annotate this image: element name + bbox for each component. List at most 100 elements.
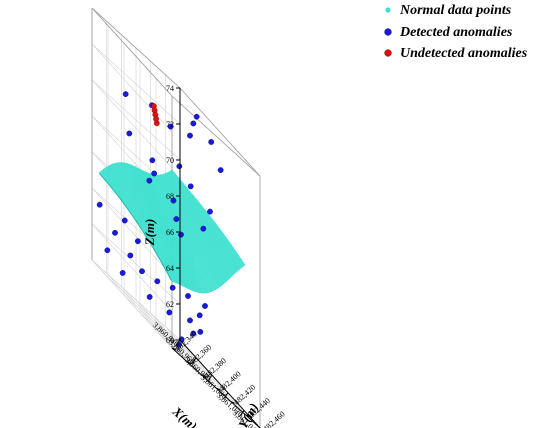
z-axis-title: Z(m) — [142, 219, 157, 247]
surface-edge — [99, 173, 172, 281]
detected-anomaly-point — [173, 216, 180, 222]
surface-strip — [162, 249, 237, 278]
x-axis-title: X(m) — [169, 403, 200, 428]
surface-strip — [163, 251, 238, 280]
y-tick-label: 482,460 — [261, 409, 286, 428]
legend-item-detected: Detected anomalies — [384, 25, 513, 40]
surface-strip — [99, 163, 175, 179]
surface-strip — [131, 208, 206, 226]
detected-anomaly-point — [217, 167, 224, 174]
surface-strip — [127, 204, 203, 221]
surface-strip — [139, 218, 214, 239]
y-tick — [186, 360, 191, 364]
surface-strip — [140, 219, 215, 241]
detected-anomaly-point — [119, 270, 126, 276]
detected-anomaly-point — [146, 177, 153, 184]
surface-strip — [148, 230, 223, 254]
x-tick — [176, 339, 181, 345]
undetected-anomaly-point — [153, 120, 160, 127]
z-tick-label: 62 — [166, 300, 174, 309]
grid-line — [91, 223, 173, 313]
z-tick-label: 72 — [166, 120, 174, 129]
surface-strip — [106, 173, 182, 189]
z-tick-label: 70 — [166, 156, 174, 165]
y-tick — [201, 374, 206, 378]
surface-strip — [119, 193, 195, 208]
surface-strip — [113, 184, 189, 199]
z-tick-label: 68 — [166, 192, 174, 201]
y-tick — [230, 400, 235, 404]
frame-edge — [179, 87, 261, 177]
surface-strip — [109, 177, 184, 193]
surface-strip — [107, 175, 183, 191]
detected-anomaly-point — [187, 317, 193, 324]
detected-anomaly-point — [151, 170, 158, 177]
detected-anomaly-point — [190, 120, 197, 127]
detected-anomaly-point — [190, 330, 197, 337]
z-tick-label: 74 — [166, 84, 174, 93]
detected-anomaly-point — [154, 278, 161, 285]
surface-strip — [141, 221, 216, 243]
detected-anomaly-point — [139, 268, 145, 275]
legend-label-undetected: Undetected anomalies — [400, 46, 528, 61]
surface-strip — [158, 244, 233, 272]
surface-strip — [159, 246, 235, 274]
z-tick-label: 64 — [166, 264, 174, 273]
detected-anomaly-point — [96, 201, 103, 208]
surface-strip — [104, 170, 180, 186]
y-tick-label: 482,400 — [217, 369, 242, 393]
detected-anomaly-point — [146, 294, 153, 300]
detected-anomaly-point — [193, 113, 200, 120]
surface-strip — [129, 206, 205, 225]
detected-anomaly-point — [104, 247, 111, 254]
detected-anomaly-point — [121, 217, 128, 224]
legend-item-undetected: Undetected anomalies — [384, 46, 528, 61]
surface-strip — [128, 205, 204, 223]
grid-line — [135, 299, 217, 389]
surface-strip — [150, 233, 225, 258]
x-tick — [240, 410, 245, 415]
surface-strip — [105, 172, 181, 188]
surface-strip — [164, 253, 239, 282]
surface-strip — [165, 254, 240, 284]
surface-strip — [117, 189, 192, 205]
z-tick-label: 66 — [166, 228, 174, 237]
detected-anomaly-point — [178, 231, 184, 238]
detected-anomaly-point — [167, 123, 174, 130]
detected-anomaly-point — [197, 328, 204, 335]
legend-item-normal: Normal data points — [385, 3, 512, 18]
surface-strip — [153, 236, 228, 262]
anomaly-points — [96, 91, 224, 348]
grid-line — [91, 43, 173, 133]
surface-strip — [125, 201, 200, 217]
y-tick — [171, 347, 177, 351]
detected-anomaly-point — [200, 225, 207, 232]
legend-marker-detected — [384, 28, 392, 36]
grid-line — [106, 273, 187, 362]
surface-strip — [160, 248, 236, 276]
surface-strip — [98, 162, 174, 177]
detected-anomaly-point — [208, 139, 215, 145]
surface-strip — [147, 229, 222, 253]
detected-anomaly-point — [187, 183, 194, 190]
surface-strip — [102, 167, 177, 182]
surface-strip — [110, 179, 185, 194]
detected-anomaly-point — [202, 303, 208, 309]
surface-strip — [135, 214, 211, 234]
surface-strip — [112, 182, 188, 198]
grid-line — [91, 259, 173, 349]
surface-strip — [149, 232, 224, 256]
surface-strip — [134, 212, 209, 232]
surface-strip — [169, 261, 245, 292]
detected-anomaly-point — [149, 157, 156, 164]
surface-strip — [133, 211, 208, 230]
legend-label-normal: Normal data points — [399, 3, 512, 18]
grid-line — [150, 313, 231, 402]
y-tick — [245, 414, 250, 418]
surface-strip — [101, 165, 176, 181]
detected-anomaly-point — [176, 163, 183, 170]
surface-strip — [111, 180, 187, 196]
detected-anomaly-point — [166, 309, 173, 316]
frame-edge — [171, 95, 261, 177]
y-tick-label: 482,380 — [203, 356, 228, 380]
